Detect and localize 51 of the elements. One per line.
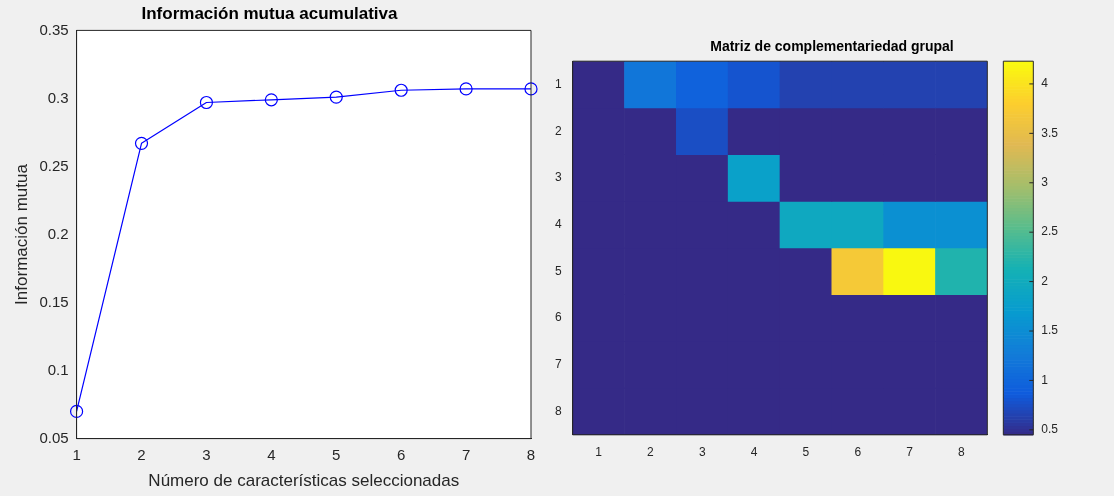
x-tick-label: 3 xyxy=(698,445,706,460)
y-tick-label: 0.05 xyxy=(39,428,69,446)
y-tick-label: 0.2 xyxy=(47,224,69,242)
x-tick-label: 3 xyxy=(202,445,211,463)
x-tick-label: 4 xyxy=(267,445,276,463)
x-axis-title: Número de características seleccionadas xyxy=(148,471,460,491)
color-bar-label: 3.5 xyxy=(1041,125,1059,140)
y-tick-label: 0.3 xyxy=(47,88,69,106)
point xyxy=(524,82,538,96)
y-tick-label: 2 xyxy=(554,123,562,138)
x-tick-label: 1 xyxy=(595,445,603,460)
y-tick-label: 4 xyxy=(554,216,562,231)
y-tick-label: 6 xyxy=(554,310,562,325)
chart-title: Información mutua acumulativa xyxy=(141,3,399,23)
y-tick-label: 0.35 xyxy=(39,20,69,38)
chart-title: Matriz de complementariedad grupal xyxy=(710,37,954,54)
point xyxy=(459,82,473,96)
x-tick-label: 6 xyxy=(854,445,862,460)
y-axis-title: Información mutua xyxy=(11,163,31,305)
x-tick-label: 7 xyxy=(906,445,914,460)
y-tick-label: 1 xyxy=(554,76,562,91)
y-tick-label: 8 xyxy=(554,403,562,418)
y-tick-label: 3 xyxy=(554,170,562,185)
x-tick-label: 2 xyxy=(647,445,655,460)
color-bar-label: 2 xyxy=(1041,273,1049,288)
y-tick-label: 5 xyxy=(554,263,562,278)
color-bar-label: 4 xyxy=(1041,76,1049,91)
point xyxy=(394,83,408,97)
color-bar-label: 1 xyxy=(1041,372,1049,387)
color-bar-label: 0.5 xyxy=(1041,422,1059,437)
x-tick-label: 5 xyxy=(802,445,810,460)
x-tick-label: 1 xyxy=(72,445,81,463)
x-tick-label: 4 xyxy=(750,445,758,460)
color-bar-label: 3 xyxy=(1041,175,1049,190)
y-tick-label: 7 xyxy=(554,357,562,372)
x-tick-label: 5 xyxy=(332,445,341,463)
x-tick-label: 2 xyxy=(137,445,146,463)
x-tick-label: 7 xyxy=(461,445,471,463)
y-tick-label: 0.15 xyxy=(39,292,69,310)
point xyxy=(134,136,149,150)
x-tick-label: 8 xyxy=(526,445,536,463)
x-tick-label: 6 xyxy=(397,445,406,463)
point xyxy=(69,404,84,418)
point xyxy=(329,90,343,104)
x-tick-label: 8 xyxy=(958,445,966,460)
point xyxy=(199,95,214,110)
y-tick-label: 0.25 xyxy=(39,156,69,174)
color-bar-label: 1.5 xyxy=(1041,323,1059,338)
point xyxy=(264,93,278,107)
color-bar-label: 2.5 xyxy=(1041,224,1059,239)
y-tick-label: 0.1 xyxy=(47,360,69,378)
